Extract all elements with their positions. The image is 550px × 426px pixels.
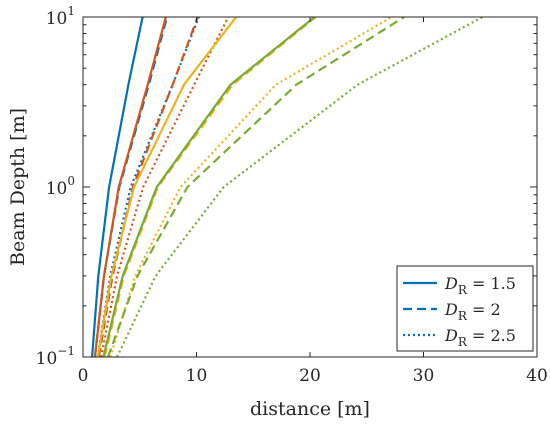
ticks-layer: 0 10 20 30 40 10−1 100 101 [36, 4, 548, 386]
x-tick-label: 30 [413, 366, 435, 386]
x-tick-label: 40 [526, 366, 548, 386]
series-line-yellow-solid [96, 17, 238, 357]
series-line-yellow-dotted [109, 17, 393, 357]
series-line-blue-solid [90, 17, 144, 357]
series-layer [90, 17, 484, 357]
y-tick-label: 10−1 [36, 344, 75, 369]
series-line-yellow-dashed [103, 17, 317, 357]
x-tick-label: 10 [186, 366, 208, 386]
legend: DR = 1.5 DR = 2 DR = 2.5 [396, 265, 534, 352]
series-line-green-dotted [116, 17, 484, 357]
legend-label-dashed: DR = 2 [444, 300, 501, 323]
series-line-green-dashed [106, 17, 405, 357]
series-line-green-solid [102, 17, 316, 357]
series-line-orange-solid [93, 17, 167, 357]
legend-label-solid: DR = 1.5 [444, 274, 516, 297]
x-tick-label: 20 [299, 366, 321, 386]
series-line-orange-dotted [100, 17, 230, 357]
y-axis-label: Beam Depth [m] [7, 108, 29, 266]
y-tick-label: 101 [46, 4, 75, 29]
y-tick-label: 100 [46, 174, 75, 199]
legend-label-dotted: DR = 2.5 [444, 326, 516, 349]
x-axis-label: distance [m] [250, 398, 370, 420]
x-tick-label: 0 [78, 366, 89, 386]
